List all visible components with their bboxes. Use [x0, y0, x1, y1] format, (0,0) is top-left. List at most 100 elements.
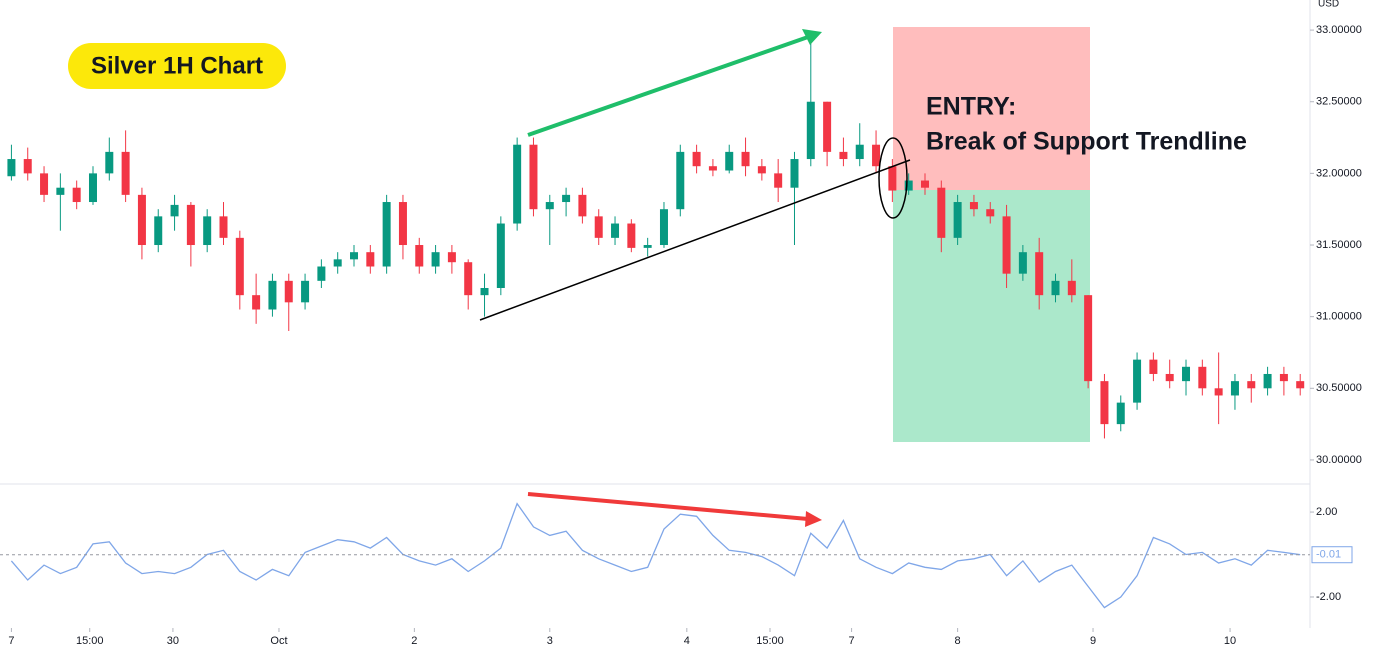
candle-body [317, 266, 326, 281]
break-circle [878, 137, 908, 219]
candle-body [1182, 366, 1191, 382]
candle-body [1018, 252, 1027, 274]
candle-body [1084, 295, 1093, 382]
candle-body [529, 144, 538, 210]
candle-body [725, 151, 734, 171]
x-tick-label: 7 [849, 635, 855, 647]
candle-body [1296, 381, 1305, 389]
candle-body [872, 144, 881, 167]
candle-body [659, 209, 668, 246]
candle-body [1035, 252, 1044, 296]
candle-body [806, 101, 815, 160]
candle-body [72, 187, 81, 203]
candle-body [56, 187, 65, 195]
candle-body [301, 280, 310, 303]
x-tick-label: 9 [1090, 635, 1096, 647]
candle-body [1198, 366, 1207, 389]
price-arrow-head [802, 29, 822, 45]
candle-body [920, 180, 929, 188]
candle-body [823, 101, 832, 152]
candle-body [578, 194, 587, 217]
last-value-box [1311, 546, 1353, 564]
candle-body [611, 223, 620, 238]
price-arrow [527, 35, 809, 137]
candle-body [480, 288, 489, 296]
y-tick-label: 31.50000 [1316, 239, 1362, 251]
candle-body [366, 252, 375, 267]
candle-body [1002, 216, 1011, 274]
x-tick-label: Oct [270, 635, 287, 647]
candle-body [513, 144, 522, 224]
candle-body [545, 202, 554, 210]
candle-body [1133, 359, 1142, 403]
osc-arrow-head [805, 511, 822, 527]
title-pill [68, 43, 286, 89]
candle-body [1214, 388, 1223, 396]
y-tick-label: 31.00000 [1316, 311, 1362, 323]
x-tick-label: 15:00 [76, 635, 104, 647]
candle-body [1100, 381, 1109, 425]
candle-body [1279, 373, 1288, 382]
candle-body [627, 223, 636, 248]
candle-body [1067, 280, 1076, 296]
candle-body [7, 159, 16, 177]
candle-body [154, 216, 163, 246]
candle-body [643, 245, 652, 248]
candle-body [252, 295, 261, 310]
candle-body [186, 204, 195, 246]
candle-body [23, 159, 32, 174]
candle-body [953, 202, 962, 238]
candle-body [398, 202, 407, 246]
candle-body [431, 252, 440, 267]
x-tick-label: 4 [684, 635, 690, 647]
candle-body [447, 252, 456, 263]
candle-body [40, 173, 49, 195]
candle-body [284, 280, 293, 303]
y-tick-label: 30.00000 [1316, 454, 1362, 466]
candle-body [268, 280, 277, 310]
candle-body [839, 151, 848, 160]
x-tick-label: 2 [411, 635, 417, 647]
candle-body [594, 216, 603, 238]
candle-body [1230, 381, 1239, 396]
x-tick-label: 15:00 [756, 635, 784, 647]
candle-body [904, 180, 913, 191]
x-tick-label: 3 [547, 635, 553, 647]
candle-body [415, 245, 424, 267]
y-axis-unit: USD [1318, 0, 1339, 10]
candle-body [741, 151, 750, 167]
candle-body [170, 204, 179, 217]
y-tick-label: 32.50000 [1316, 96, 1362, 108]
candle-body [105, 151, 114, 174]
candle-body [1263, 373, 1272, 389]
candle-body [1051, 280, 1060, 296]
candle-body [986, 209, 995, 217]
candle-body [333, 259, 342, 267]
candle-body [937, 187, 946, 238]
candle-body [88, 173, 97, 203]
candle-body [676, 151, 685, 210]
x-tick-label: 8 [955, 635, 961, 647]
annotation: Break of Support Trendline [926, 128, 1247, 156]
candle-body [235, 237, 244, 296]
candle-body [496, 223, 505, 288]
candle-body [382, 202, 391, 267]
x-tick-label: 10 [1224, 635, 1236, 647]
y-tick-label: 32.00000 [1316, 167, 1362, 179]
candle-body [888, 166, 897, 191]
x-tick-label: 7 [8, 635, 14, 647]
candle-body [562, 194, 571, 203]
y-tick-label: -2.00 [1316, 591, 1341, 603]
stop-zone [893, 27, 1090, 190]
candle-body [790, 159, 799, 188]
candle-body [1116, 402, 1125, 425]
candle-body [121, 151, 130, 195]
candle-body [774, 173, 783, 188]
candle-body [137, 194, 146, 246]
candle-body [708, 166, 717, 171]
candle-body [969, 202, 978, 210]
candle-body [350, 252, 359, 260]
target-zone [893, 190, 1090, 442]
candle-body [203, 216, 212, 246]
